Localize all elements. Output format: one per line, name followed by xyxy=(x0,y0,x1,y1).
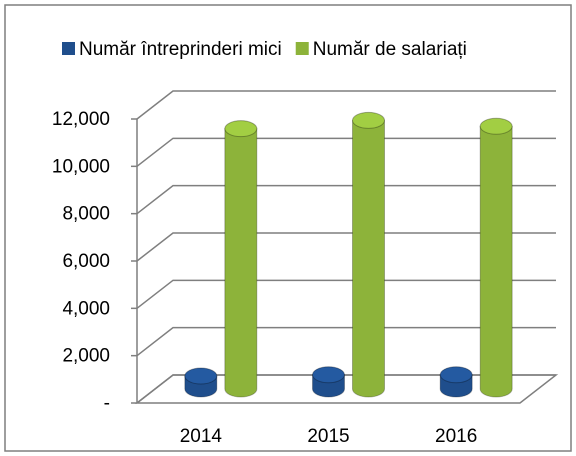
y-tick-label: 10,000 xyxy=(52,156,110,177)
bar-top xyxy=(184,367,218,385)
bar-top xyxy=(479,117,513,135)
bar-top xyxy=(352,111,385,129)
legend-swatch xyxy=(62,42,75,55)
legend-swatch xyxy=(295,42,309,55)
bar-top xyxy=(224,120,258,138)
bar xyxy=(352,119,385,398)
x-tick-label: 2016 xyxy=(435,426,477,447)
grid-line xyxy=(136,90,556,120)
bar-top xyxy=(439,366,473,384)
bar xyxy=(224,128,258,398)
grid-line xyxy=(136,137,556,167)
legend-label: Număr întreprinderi mici xyxy=(79,39,282,60)
bar-top xyxy=(312,366,345,384)
y-tick-label: 8,000 xyxy=(62,204,110,225)
chart-border xyxy=(4,4,572,452)
grid-line xyxy=(136,374,556,404)
y-tick-label: 4,000 xyxy=(62,298,110,319)
x-tick-label: 2015 xyxy=(307,426,349,447)
y-tick-label: 12,000 xyxy=(52,109,110,130)
grid-line xyxy=(136,279,556,309)
bar xyxy=(479,125,513,398)
y-tick-label: - xyxy=(104,393,110,414)
grid-line xyxy=(136,184,556,215)
y-tick-label: 2,000 xyxy=(62,346,110,367)
y-tick-label: 6,000 xyxy=(62,251,110,272)
grid-line xyxy=(136,326,556,357)
x-tick-label: 2014 xyxy=(180,426,223,447)
grid-line xyxy=(136,232,556,262)
legend-label: Număr de salariați xyxy=(313,39,467,60)
